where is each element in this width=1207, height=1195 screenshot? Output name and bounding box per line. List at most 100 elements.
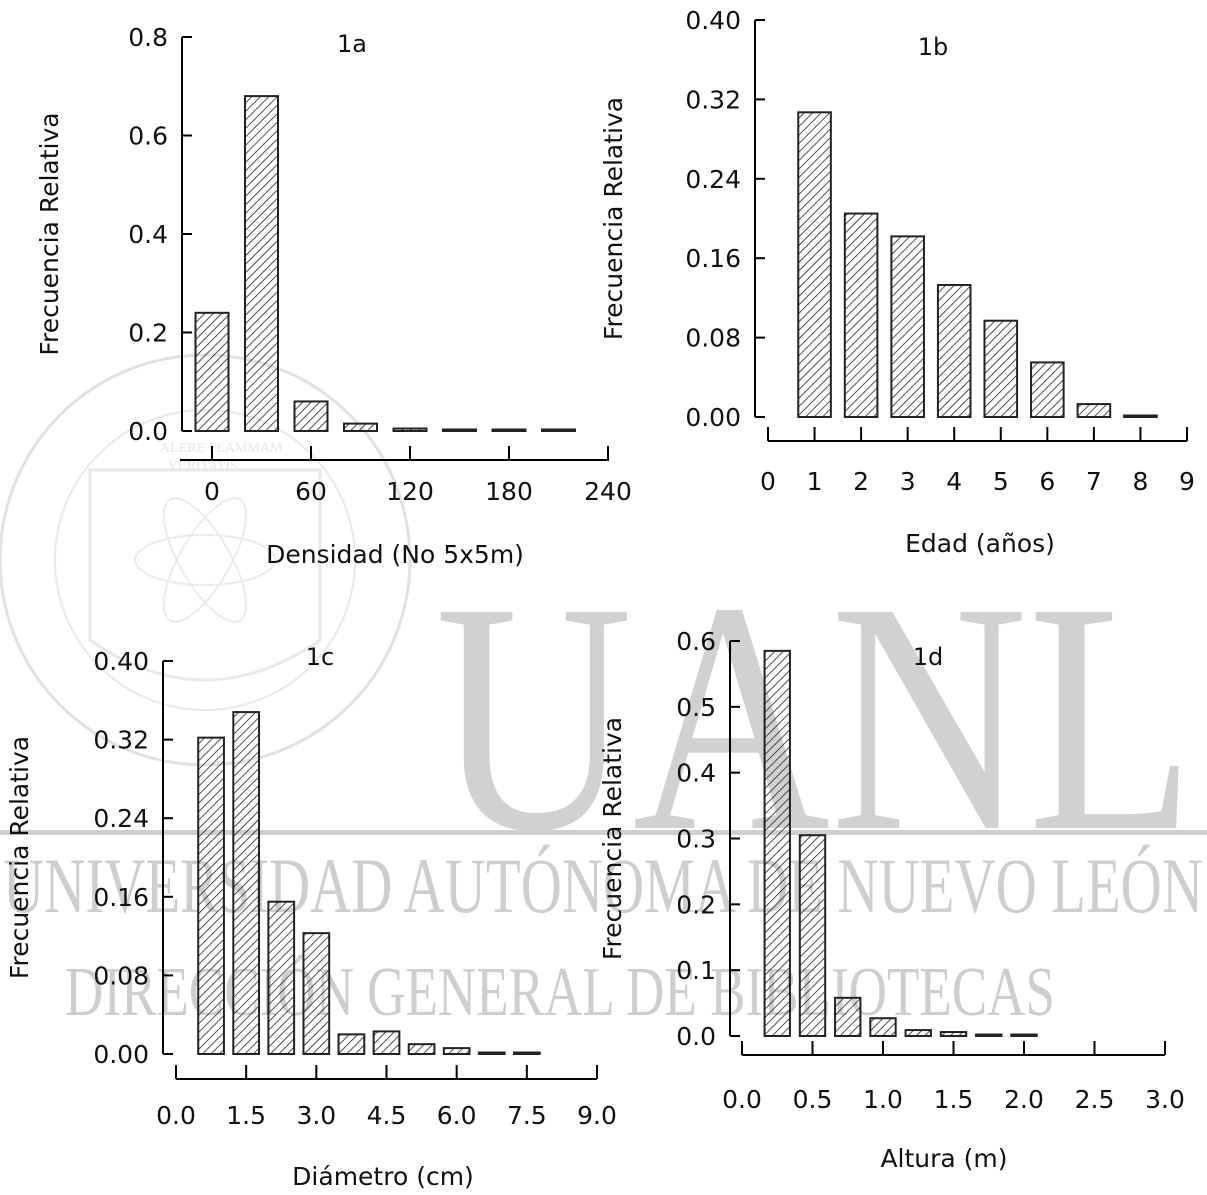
x-axis-label: Altura (m) xyxy=(880,1144,1007,1173)
y-tick-label: 0.00 xyxy=(685,403,741,432)
y-axis-label: Frecuencia Relativa xyxy=(599,97,628,340)
y-tick-label: 0.32 xyxy=(685,85,741,114)
x-tick-label: 0 xyxy=(204,477,220,506)
x-tick-label: 180 xyxy=(485,477,533,506)
bar xyxy=(797,111,832,419)
bar xyxy=(1123,414,1158,418)
bar xyxy=(293,400,329,433)
x-tick-label: 1.0 xyxy=(863,1085,903,1114)
chart-panel-1a: 0.0 0.2 0.4 0.6 0.8 0 60 120 180 240 1a Densidad (N… xyxy=(35,23,632,569)
bar xyxy=(302,932,331,1056)
y-tick-label: 0.4 xyxy=(676,759,716,788)
bar xyxy=(407,1043,436,1056)
y-tick-label: 0.6 xyxy=(676,627,716,656)
y-tick-label: 0.00 xyxy=(93,1040,149,1069)
chart-panel-1c: 0.00 0.08 0.16 0.24 0.32 0.40 0.0 1.5 3.0 4.5 6.0 7… xyxy=(5,643,617,1191)
y-tick-label: 0.6 xyxy=(128,122,168,151)
bar xyxy=(372,1030,401,1055)
bar xyxy=(512,1051,541,1055)
x-tick-label: 120 xyxy=(386,477,434,506)
seal-motto-1: ALERE FLAMMAM xyxy=(160,441,283,456)
x-axis-label: Edad (años) xyxy=(905,529,1055,558)
bar xyxy=(869,1017,897,1037)
bar xyxy=(834,996,862,1037)
chart-title: 1c xyxy=(306,643,334,671)
x-tick-label: 9 xyxy=(1179,467,1195,496)
x-tick-label: 0.0 xyxy=(156,1101,196,1130)
bar xyxy=(1076,403,1112,419)
x-tick-label: 0.0 xyxy=(722,1085,762,1114)
bar xyxy=(798,834,827,1037)
bar xyxy=(267,900,296,1056)
x-tick-label: 3.0 xyxy=(1145,1085,1185,1114)
x-tick-label: 4 xyxy=(946,467,962,496)
x-tick-label: 7.5 xyxy=(507,1101,547,1130)
bar xyxy=(194,311,230,432)
bar xyxy=(1010,1033,1038,1037)
chart-panel-1b: 0.00 0.08 0.16 0.24 0.32 0.40 0 1 2 3 4 5 6 7 8 9 1b Edad… xyxy=(599,6,1195,558)
y-tick-label: 0.40 xyxy=(93,647,149,676)
chart-title: 1a xyxy=(337,30,367,58)
x-axis-label: Diámetro (cm) xyxy=(292,1162,474,1191)
x-tick-label: 4.5 xyxy=(367,1101,407,1130)
x-tick-label: 2 xyxy=(853,467,869,496)
bar xyxy=(337,1033,366,1055)
y-tick-label: 0.3 xyxy=(676,825,716,854)
y-tick-label: 0.40 xyxy=(685,6,741,35)
chart-title: 1d xyxy=(913,643,944,671)
bar xyxy=(477,1051,506,1055)
y-tick-label: 0.2 xyxy=(128,319,168,348)
x-axis-label: Densidad (No 5x5m) xyxy=(266,540,524,569)
x-tick-label: 1 xyxy=(807,467,823,496)
x-tick-label: 5 xyxy=(993,467,1009,496)
x-tick-label: 6 xyxy=(1039,467,1055,496)
bar xyxy=(491,428,527,432)
bar xyxy=(244,95,279,432)
bar xyxy=(983,319,1019,419)
bar xyxy=(541,428,576,432)
y-tick-label: 0.2 xyxy=(676,890,716,919)
x-tick-label: 60 xyxy=(295,477,327,506)
y-tick-label: 0.8 xyxy=(128,23,168,52)
x-tick-label: 3.0 xyxy=(296,1101,336,1130)
bar xyxy=(197,736,225,1055)
y-tick-label: 0.16 xyxy=(685,244,741,273)
y-tick-label: 0.08 xyxy=(685,324,741,353)
x-tick-label: 1.5 xyxy=(934,1085,974,1114)
y-axis-label: Frecuencia Relativa xyxy=(35,112,64,355)
y-tick-label: 0.4 xyxy=(128,220,168,249)
y-axis-label: Frecuencia Relativa xyxy=(598,717,627,960)
bar xyxy=(392,427,428,433)
bar xyxy=(975,1033,1003,1037)
y-tick-label: 0.5 xyxy=(676,693,716,722)
bar xyxy=(442,428,477,432)
x-tick-label: 9.0 xyxy=(577,1101,617,1130)
bar xyxy=(939,1031,968,1038)
bar xyxy=(890,235,925,418)
x-tick-label: 2.0 xyxy=(1004,1085,1044,1114)
x-tick-label: 8 xyxy=(1132,467,1148,496)
bar xyxy=(904,1029,932,1037)
x-tick-label: 240 xyxy=(584,477,632,506)
seal-motto-2: VERITATIS xyxy=(168,459,238,474)
y-axis-label: Frecuencia Relativa xyxy=(5,736,34,979)
y-tick-label: 0.16 xyxy=(93,883,149,912)
chart-panel-1d: 0.0 0.1 0.2 0.3 0.4 0.5 0.6 0.0 0.5 1.0 1.5 2.0 2.5 3… xyxy=(598,627,1185,1173)
y-tick-label: 0.08 xyxy=(93,961,149,990)
x-tick-label: 7 xyxy=(1086,467,1102,496)
x-tick-label: 6.0 xyxy=(437,1101,477,1130)
x-tick-label: 1.5 xyxy=(226,1101,266,1130)
chart-title: 1b xyxy=(918,33,949,61)
x-tick-label: 3 xyxy=(900,467,916,496)
y-tick-label: 0.24 xyxy=(685,165,741,194)
y-tick-label: 0.32 xyxy=(93,726,149,755)
y-tick-label: 0.0 xyxy=(676,1022,716,1051)
x-tick-label: 0.5 xyxy=(793,1085,833,1114)
y-tick-label: 0.24 xyxy=(93,804,149,833)
x-tick-label: 2.5 xyxy=(1075,1085,1115,1114)
y-tick-label: 0.1 xyxy=(676,956,716,985)
x-tick-label: 0 xyxy=(760,467,776,496)
bar xyxy=(343,422,378,432)
bar xyxy=(232,711,261,1056)
